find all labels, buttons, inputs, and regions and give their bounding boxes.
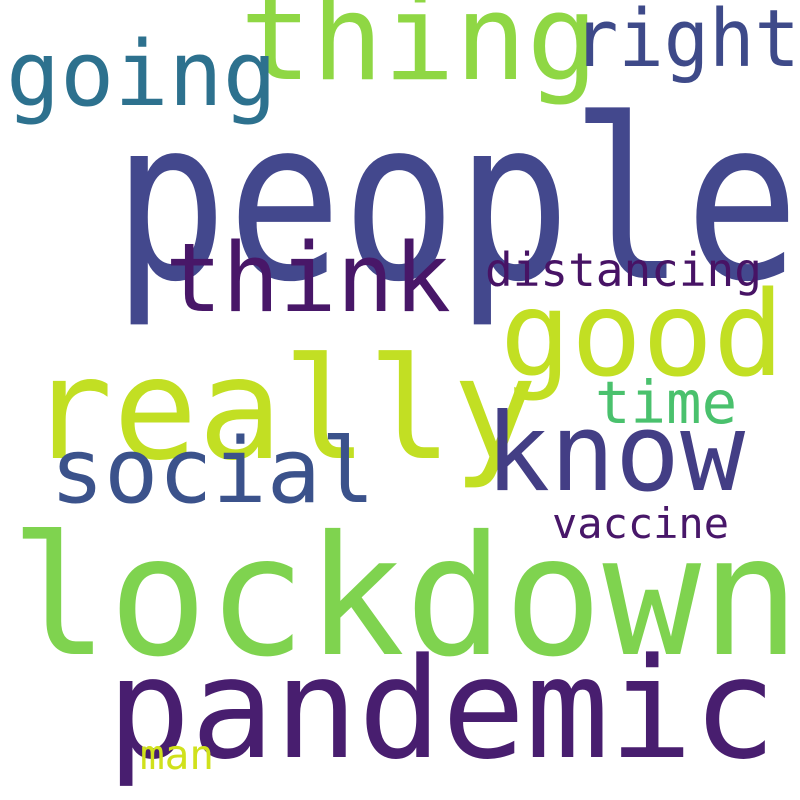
word-think: think [165,224,451,334]
word-man: man [140,731,215,779]
word-time: time [595,368,738,437]
word-know: know [485,391,746,516]
word-going: going [6,22,277,127]
word-social: social [50,419,376,524]
word-people: people [113,71,800,331]
word-really: really [28,328,538,492]
word-vaccine: vaccine [552,499,730,548]
word-thing: thing [240,0,599,108]
word-pandemic: pandemic [107,628,777,790]
word-lockdown: lockdown [10,501,800,694]
word-right: right [573,0,800,85]
word-good: good [500,265,785,403]
word-distancing: distancing [485,243,762,297]
